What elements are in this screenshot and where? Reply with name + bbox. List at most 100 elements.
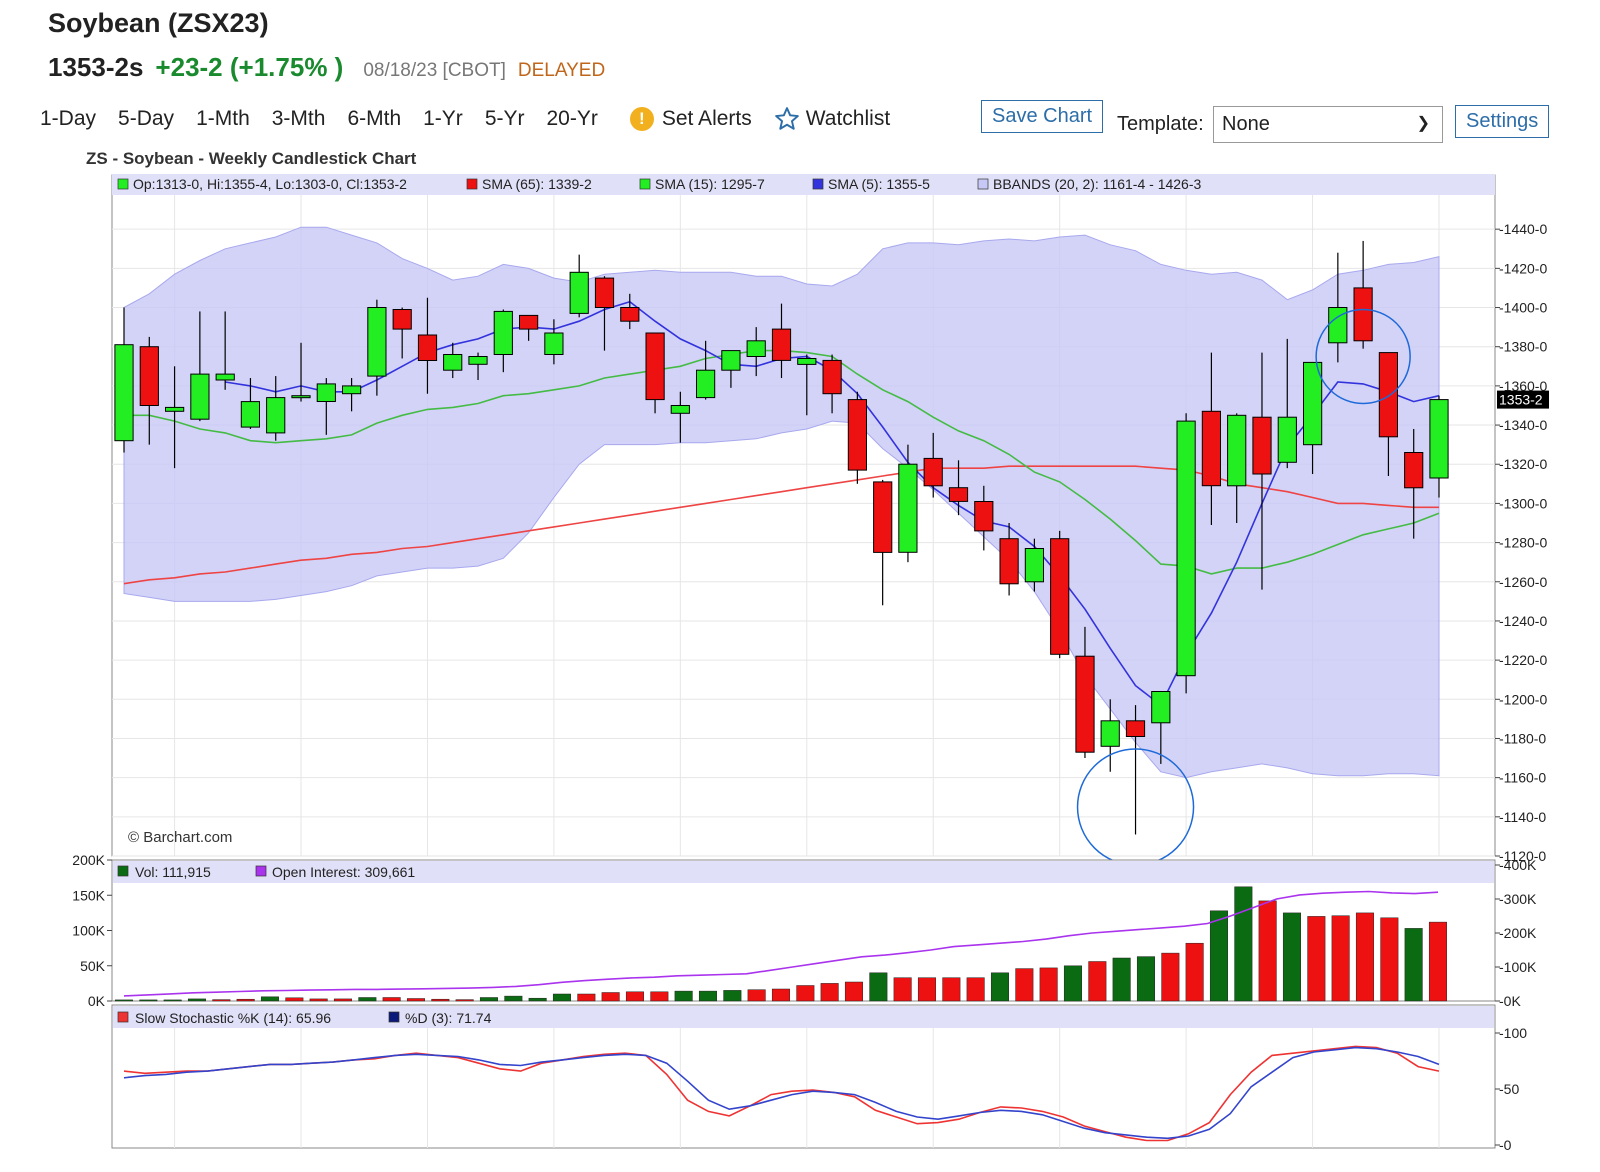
candle-up xyxy=(1227,414,1247,487)
volume-tick-label-right: -0K xyxy=(1499,993,1521,1009)
volume-bar-up xyxy=(187,998,206,1002)
candle-up xyxy=(215,373,235,381)
volume-bar-up xyxy=(1136,956,1155,1002)
volume-legend-band xyxy=(113,861,1494,883)
candle-up xyxy=(367,307,387,377)
price-tick-label: -1340-0 xyxy=(1499,417,1547,433)
save-chart-button[interactable]: Save Chart xyxy=(981,100,1104,133)
price-tick-label: -1220-0 xyxy=(1499,652,1547,668)
period-1-yr[interactable]: 1-Yr xyxy=(423,107,463,130)
candle-up xyxy=(1176,420,1196,677)
period-toolbar: 1-Day 5-Day 1-Mth 3-Mth 6-Mth 1-Yr 5-Yr … xyxy=(40,106,890,132)
volume-tick-label-left: 50K xyxy=(80,958,106,974)
volume-bar-down xyxy=(820,983,839,1002)
stochastic-panel: Slow Stochastic %K (14): 65.96 %D (3): 71… xyxy=(111,1004,1527,1150)
price-tick-label: -1140-0 xyxy=(1499,809,1546,825)
volume-bar-down xyxy=(431,998,450,1002)
candle-up xyxy=(291,395,311,399)
stochastic-d-line xyxy=(123,1046,1440,1140)
watermark: © Barchart.com xyxy=(128,829,232,846)
period-1-day[interactable]: 1-Day xyxy=(40,107,97,130)
period-3-mth[interactable]: 3-Mth xyxy=(271,107,326,130)
candle-up xyxy=(342,385,362,395)
volume-bar-down xyxy=(747,989,766,1002)
volume-bar-up xyxy=(1282,912,1301,1002)
period-5-yr[interactable]: 5-Yr xyxy=(484,107,525,130)
chevron-down-icon: ❯ xyxy=(1416,115,1430,132)
legend-swatch xyxy=(466,178,478,190)
legend-entry: Op:1313-0, Hi:1355-4, Lo:1303-0, Cl:1353… xyxy=(133,176,407,192)
volume-tick-label-left: 0K xyxy=(88,993,106,1009)
volume-bar-down xyxy=(1039,967,1058,1002)
candle-up xyxy=(898,463,918,553)
legend-entry: BBANDS (20, 2): 1161-4 - 1426-3 xyxy=(993,176,1202,192)
period-6-mth[interactable]: 6-Mth xyxy=(347,107,402,130)
price-tick-label: -1240-0 xyxy=(1499,613,1547,629)
watchlist-label: Watchlist xyxy=(805,107,891,130)
set-alerts-button[interactable]: ! Set Alerts xyxy=(629,107,752,131)
candle-up xyxy=(1100,720,1120,747)
candle-down xyxy=(620,307,640,322)
volume-bar-up xyxy=(674,990,693,1002)
template-select[interactable]: None ❯ xyxy=(1213,106,1443,143)
legend-swatch xyxy=(117,178,129,190)
price-tick-label: -1380-0 xyxy=(1499,339,1547,355)
candle-down xyxy=(417,334,438,361)
candle-down xyxy=(948,487,969,502)
volume-bar-down xyxy=(966,977,985,1002)
volume-bar-down xyxy=(1307,916,1326,1002)
candle-down xyxy=(645,332,665,401)
last-price-label: 1353-2 xyxy=(1499,392,1543,408)
price-change: +23-2 (+1.75% ) xyxy=(155,52,344,82)
watchlist-button[interactable]: Watchlist xyxy=(774,106,890,132)
price-tick-label: -1260-0 xyxy=(1499,574,1547,590)
period-1-mth[interactable]: 1-Mth xyxy=(196,107,250,130)
template-value: None xyxy=(1222,113,1270,135)
volume-bar-up xyxy=(990,972,1009,1002)
volume-tick-label-left: 150K xyxy=(72,887,105,903)
set-alerts-label: Set Alerts xyxy=(661,107,752,130)
candle-up xyxy=(443,354,463,371)
volume-tick-label-right: -200K xyxy=(1499,925,1537,941)
volume-bar-down xyxy=(625,991,644,1002)
volume-bar-up xyxy=(114,999,133,1002)
volume-bar-down xyxy=(917,977,936,1002)
volume-legend-entry: Vol: 111,915 xyxy=(135,864,211,880)
volume-bar-up xyxy=(358,997,377,1002)
volume-bar-down xyxy=(796,985,815,1002)
volume-panel: Vol: 111,915 Open Interest: 309,661 0K 50K 1… xyxy=(72,852,1537,1009)
candle-up xyxy=(1151,691,1171,724)
volume-bar-down xyxy=(650,991,669,1002)
legend-swatch xyxy=(117,1011,129,1023)
volume-bar-up xyxy=(260,996,279,1002)
settings-button[interactable]: Settings xyxy=(1455,105,1550,138)
stochastic-tick-label: -0 xyxy=(1499,1137,1512,1150)
price-tick-label: -1420-0 xyxy=(1499,260,1547,276)
candle-up xyxy=(266,397,286,434)
volume-bar-down xyxy=(1380,917,1399,1002)
volume-bar-up xyxy=(869,972,888,1002)
candle-up xyxy=(316,383,336,402)
period-5-day[interactable]: 5-Day xyxy=(118,107,175,130)
volume-bar-down xyxy=(333,998,352,1002)
legend-swatch xyxy=(117,865,129,877)
legend-swatch xyxy=(977,178,989,190)
star-icon xyxy=(774,107,799,130)
stochastic-tick-label: -50 xyxy=(1499,1081,1519,1097)
volume-bar-down xyxy=(1331,915,1350,1002)
price-tick-label: -1160-0 xyxy=(1499,770,1546,786)
candle-down xyxy=(999,538,1019,585)
price-tick-label: -1180-0 xyxy=(1499,730,1546,746)
period-20-yr[interactable]: 20-Yr xyxy=(546,107,598,130)
candle-up xyxy=(696,369,716,399)
volume-bar-up xyxy=(1209,910,1228,1002)
volume-bar-down xyxy=(601,992,620,1002)
volume-bar-down xyxy=(455,999,474,1002)
volume-bar-up xyxy=(504,995,523,1002)
candle-down xyxy=(519,314,539,330)
volume-tick-label-left: 200K xyxy=(72,852,105,868)
price-tick-label: -1440-0 xyxy=(1499,221,1547,237)
volume-bar-up xyxy=(1063,965,1082,1002)
volume-bar-down xyxy=(577,993,596,1002)
candle-up xyxy=(721,350,741,371)
